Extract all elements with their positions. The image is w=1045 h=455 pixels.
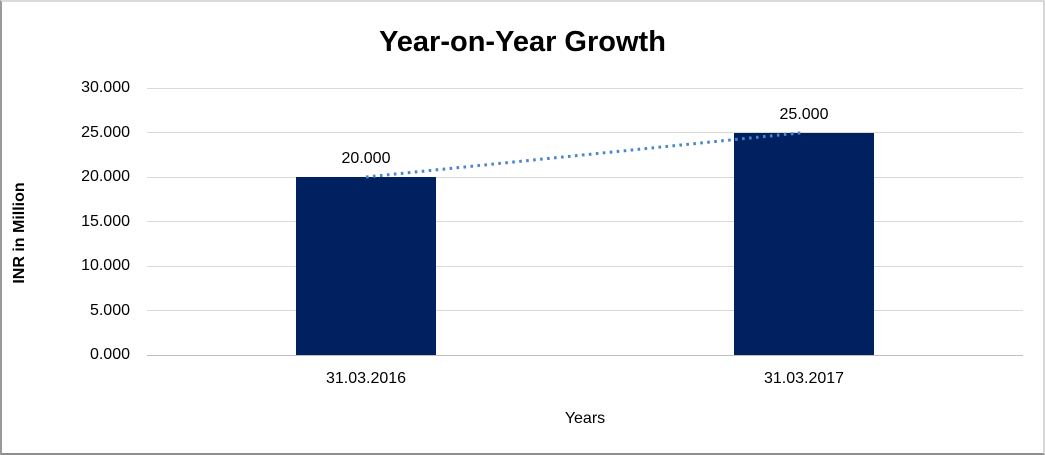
- chart-title: Year-on-Year Growth: [379, 26, 666, 58]
- gridline: [147, 176, 1023, 178]
- y-tick-label: 15.000: [81, 212, 130, 230]
- x-axis-title: Years: [564, 410, 606, 427]
- y-tick-label: 25.000: [81, 123, 130, 141]
- y-tick-label: 10.000: [81, 257, 130, 274]
- gridline: [147, 132, 1023, 133]
- gridline: [147, 354, 1023, 356]
- bar-value-label: 20.000: [341, 150, 391, 167]
- gridline: [147, 87, 1023, 89]
- x-tick-label: 31.03.2017: [763, 370, 845, 387]
- y-tick-label: 0.000: [89, 346, 130, 363]
- y-tick-label: 20.000: [81, 168, 130, 185]
- y-tick-label: 30.000: [81, 79, 130, 96]
- bar-value-label: 25.000: [779, 105, 829, 123]
- bar: [296, 177, 436, 355]
- bar: [734, 132, 874, 355]
- gridline: [147, 221, 1023, 222]
- x-tick-label: 31.03.2016: [325, 370, 407, 387]
- y-tick-label: 5.000: [89, 301, 130, 319]
- gridline: [147, 310, 1023, 311]
- gridline: [147, 265, 1023, 267]
